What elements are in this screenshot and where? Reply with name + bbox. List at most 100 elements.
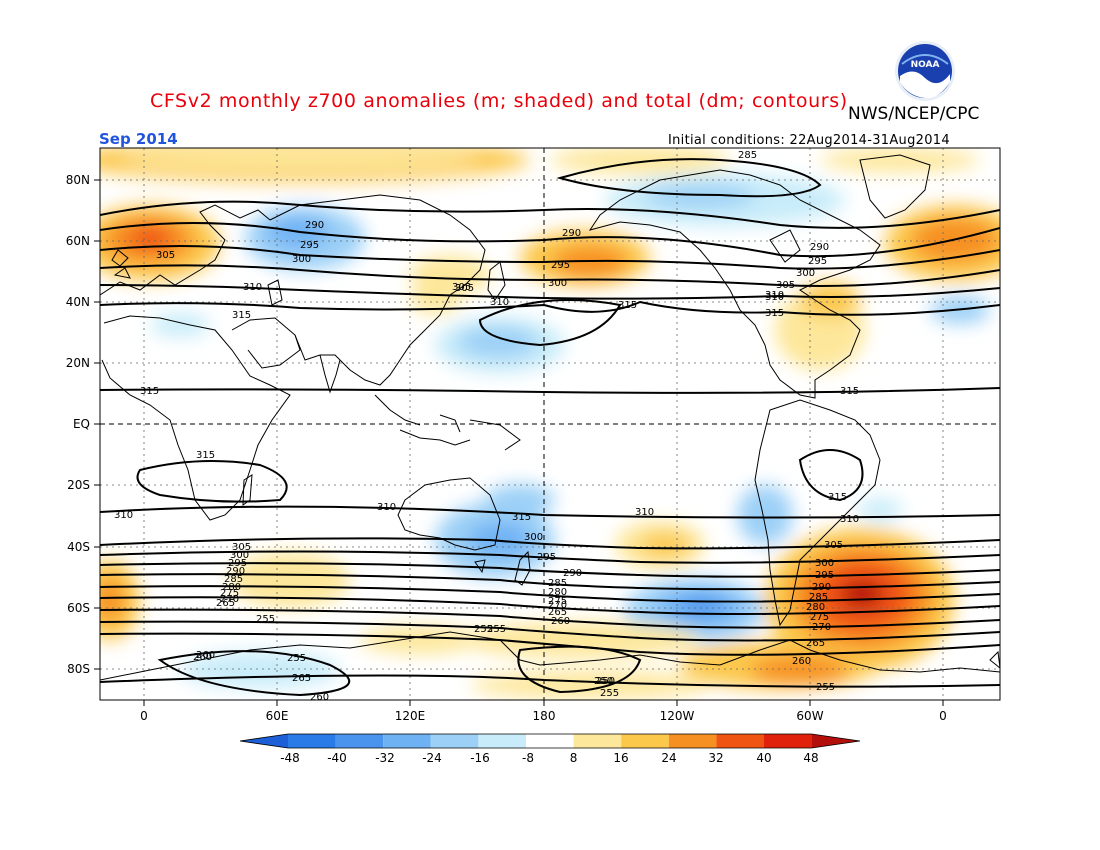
contour-label: 300: [815, 558, 834, 569]
contour-label: 275: [810, 612, 829, 623]
contour-label: 305: [824, 540, 843, 551]
noaa-logo-text: NOAA: [911, 60, 940, 70]
contour-label: 305: [776, 280, 795, 291]
lat-label: EQ: [73, 417, 90, 431]
contour-label: 260: [310, 692, 329, 703]
colorbar-cell: [478, 734, 526, 748]
lon-label: 0: [140, 709, 148, 723]
contour-labels: 285 290 295 300 305 310 315 290 295 300 …: [114, 150, 859, 703]
contour-label: 270: [812, 622, 831, 633]
noaa-logo: NOAA: [895, 41, 955, 101]
colorbar-cell: [668, 734, 717, 748]
contour-label: 305: [232, 542, 251, 553]
forecast-month: Sep 2014: [99, 130, 178, 148]
contour-label: 265: [292, 673, 311, 684]
colorbar: -48 -40 -32 -24 -16 -8 8 16 24 32 40 48: [239, 733, 861, 765]
colorbar-cell: [764, 734, 812, 748]
contour-label: 255: [287, 653, 306, 664]
contour-label: 255: [816, 682, 835, 693]
contour-label: 265: [548, 607, 567, 618]
colorbar-tick: -40: [327, 751, 347, 765]
lon-label: 120W: [660, 709, 695, 723]
contour-label: 265: [806, 638, 825, 649]
colorbar-cell: [383, 734, 431, 748]
colorbar-tick: 48: [803, 751, 818, 765]
contour-label: 260: [551, 616, 570, 627]
contour-label: 310: [840, 514, 859, 525]
lat-label: 20N: [66, 356, 90, 370]
contour-label: 310: [635, 507, 654, 518]
contour-label: 290: [563, 568, 582, 579]
contour-label: 260: [792, 656, 811, 667]
axis-ticks: [94, 179, 944, 706]
contour-label: 290: [812, 582, 831, 593]
lat-label: 80S: [67, 662, 90, 676]
colorbar-tick: -24: [422, 751, 442, 765]
contour-label: 290: [562, 228, 581, 239]
contour-label: 295: [815, 570, 834, 581]
colorbar-tick: 32: [708, 751, 723, 765]
lat-label: 80N: [66, 173, 90, 187]
contour-label: 315: [840, 386, 859, 397]
colorbar-cell: [811, 734, 860, 748]
contour-label: 295: [551, 260, 570, 271]
contour-label: 300: [524, 532, 543, 543]
lon-label: 60W: [796, 709, 823, 723]
contour-label: 275: [220, 588, 239, 599]
contour-label: 270: [220, 594, 239, 605]
colorbar-cell: [430, 734, 479, 748]
colorbar-ticks: -48 -40 -32 -24 -16 -8 8 16 24 32 40 48: [280, 751, 818, 765]
contour-label: 295: [228, 558, 247, 569]
colorbar-cell: [716, 734, 764, 748]
lat-label: 20S: [67, 478, 90, 492]
coastlines: [100, 154, 1000, 681]
contour-label: 255: [256, 614, 275, 625]
contour-label: 315: [618, 300, 637, 311]
contour-label: 250: [596, 676, 615, 687]
contour-label: 275: [548, 596, 567, 607]
map-title: CFSv2 monthly z700 anomalies (m; shaded)…: [150, 90, 848, 112]
colorbar-cell: [526, 734, 574, 748]
contour-label: 280: [222, 582, 241, 593]
contour-label: 310: [114, 510, 133, 521]
contour-label: 300: [292, 254, 311, 265]
agency-label: NWS/NCEP/CPC: [848, 104, 980, 124]
initial-conditions: Initial conditions: 22Aug2014-31Aug2014: [668, 133, 950, 148]
colorbar-cell: [288, 734, 336, 748]
lon-label: 120E: [395, 709, 426, 723]
contour-label: 285: [224, 574, 243, 585]
contour-label: 300: [230, 550, 249, 561]
lat-label: 40S: [67, 540, 90, 554]
contour-label: 285: [738, 150, 757, 161]
contour-label: 290: [810, 242, 829, 253]
colorbar-cell: [621, 734, 669, 748]
latitude-labels: 80N 60N 40N 20N EQ 20S 40S 60S 80S: [66, 173, 90, 676]
lon-label: 180: [533, 709, 556, 723]
colorbar-tick: -48: [280, 751, 300, 765]
contour-label: 285: [809, 592, 828, 603]
contour-label: 310: [765, 292, 784, 303]
contour-label: 255: [474, 624, 493, 635]
contour-label: 300: [796, 268, 815, 279]
colorbar-tick: 24: [661, 751, 676, 765]
contour-label: 265: [216, 598, 235, 609]
contour-label: 310: [243, 282, 262, 293]
lat-label: 60N: [66, 234, 90, 248]
colorbar-cell: [335, 734, 384, 748]
contour-label: 255: [487, 624, 506, 635]
contour-label: 280: [806, 602, 825, 613]
contour-label: 315: [196, 450, 215, 461]
contour-label: 305: [452, 282, 471, 293]
contour-label: 315: [140, 386, 159, 397]
contour-label: 315: [232, 310, 251, 321]
lon-label: 0: [939, 709, 947, 723]
colorbar-tick: -8: [522, 751, 534, 765]
contour-label: 315: [512, 512, 531, 523]
contour-label: 310: [490, 297, 509, 308]
colorbar-tick: 16: [613, 751, 628, 765]
lon-label: 60E: [266, 709, 289, 723]
graticule: [100, 148, 1000, 700]
contour-label: 285: [548, 578, 567, 589]
contour-label: 295: [537, 552, 556, 563]
